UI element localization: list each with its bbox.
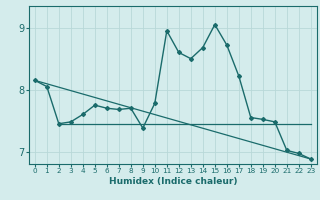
X-axis label: Humidex (Indice chaleur): Humidex (Indice chaleur) (108, 177, 237, 186)
